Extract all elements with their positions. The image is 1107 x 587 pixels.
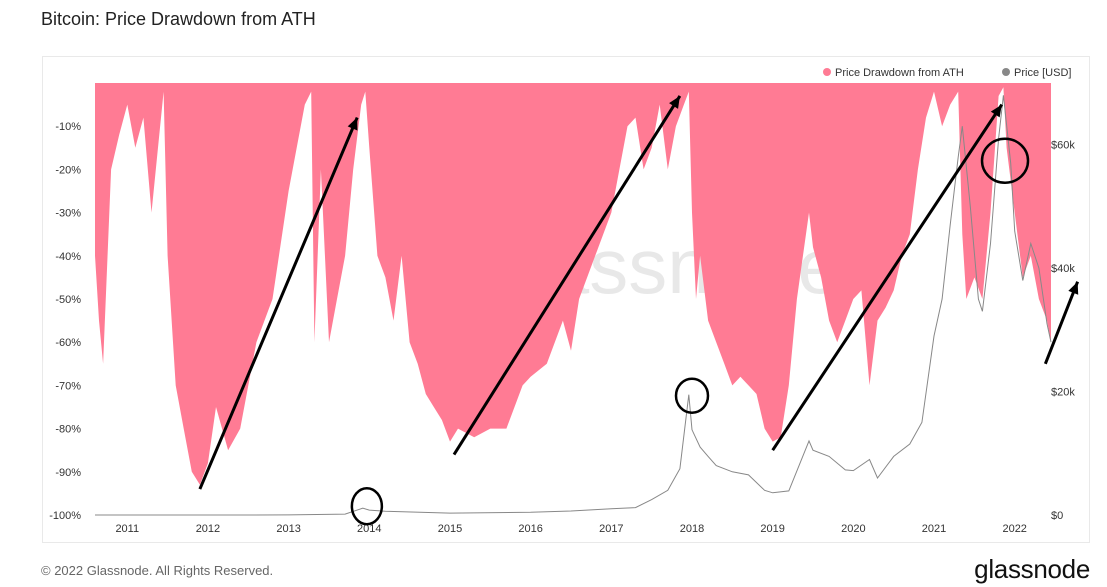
axis-layer: 2011 2012 2013 2014 2015 2016 2017 2018 2019 2020… xyxy=(49,121,1075,535)
y-left-tick-label: -10% xyxy=(55,121,81,133)
y-left-tick-label: -40% xyxy=(55,251,81,263)
drawdown-area-layer xyxy=(95,83,1051,485)
y-left-tick-label: -70% xyxy=(55,380,81,392)
y-right-tick-label: $20k xyxy=(1051,387,1075,399)
drawdown-area xyxy=(95,83,1051,485)
x-tick-label: 2014 xyxy=(357,523,381,535)
x-tick-label: 2015 xyxy=(438,523,462,535)
highlight-circle xyxy=(350,486,384,526)
x-tick-label: 2012 xyxy=(196,523,220,535)
x-tick-label: 2013 xyxy=(276,523,300,535)
y-left-tick-label: -50% xyxy=(55,294,81,306)
y-left-tick-label: -100% xyxy=(49,510,81,522)
trend-arrow-head xyxy=(669,95,680,109)
trend-arrow-line xyxy=(771,103,1004,452)
legend-label-drawdown: Price Drawdown from ATH xyxy=(835,67,964,79)
x-tick-label: 2022 xyxy=(1002,523,1026,535)
x-tick-label: 2020 xyxy=(841,523,865,535)
x-tick-label: 2011 xyxy=(115,523,139,535)
trend-arrow-line xyxy=(1043,281,1080,365)
trend-arrow-line xyxy=(198,116,359,490)
y-left-tick-label: -80% xyxy=(55,424,81,436)
x-tick-label: 2017 xyxy=(599,523,623,535)
y-left-tick-label: -30% xyxy=(55,208,81,220)
highlight-circle xyxy=(980,137,1030,185)
x-tick-label: 2019 xyxy=(760,523,784,535)
copyright-footer: © 2022 Glassnode. All Rights Reserved. xyxy=(41,563,274,578)
y-right-tick-label: $60k xyxy=(1051,140,1075,152)
x-tick-label: 2018 xyxy=(680,523,704,535)
chart-panel: glassnode 2011 2012 2013 2014 2015 2016 2017 20… xyxy=(42,56,1090,543)
trend-arrow-line xyxy=(452,95,682,456)
y-left-tick-label: -20% xyxy=(55,164,81,176)
x-tick-label: 2021 xyxy=(922,523,946,535)
trend-arrow-head xyxy=(1068,281,1079,295)
highlight-circle xyxy=(674,377,710,414)
x-tick-label: 2016 xyxy=(518,523,542,535)
legend-marker-price xyxy=(1002,68,1010,76)
y-right-tick-label: $0 xyxy=(1051,510,1063,522)
annotation-layer xyxy=(198,95,1080,526)
legend-label-price: Price [USD] xyxy=(1014,67,1071,79)
y-left-tick-label: -90% xyxy=(55,467,81,479)
trend-arrow-head xyxy=(347,117,358,131)
price-line xyxy=(95,95,1052,516)
legend[interactable]: Price Drawdown from ATH Price [USD] xyxy=(823,67,1071,79)
brand-logo: glassnode xyxy=(974,554,1090,584)
y-left-tick-label: -60% xyxy=(55,337,81,349)
y-right-tick-label: $40k xyxy=(1051,263,1075,275)
drawdown-chart: glassnode 2011 2012 2013 2014 2015 2016 2017 20… xyxy=(49,67,1080,535)
price-line-layer xyxy=(95,95,1052,516)
chart-title: Bitcoin: Price Drawdown from ATH xyxy=(41,9,316,29)
trend-arrow-head xyxy=(990,104,1002,118)
legend-marker-drawdown xyxy=(823,68,831,76)
